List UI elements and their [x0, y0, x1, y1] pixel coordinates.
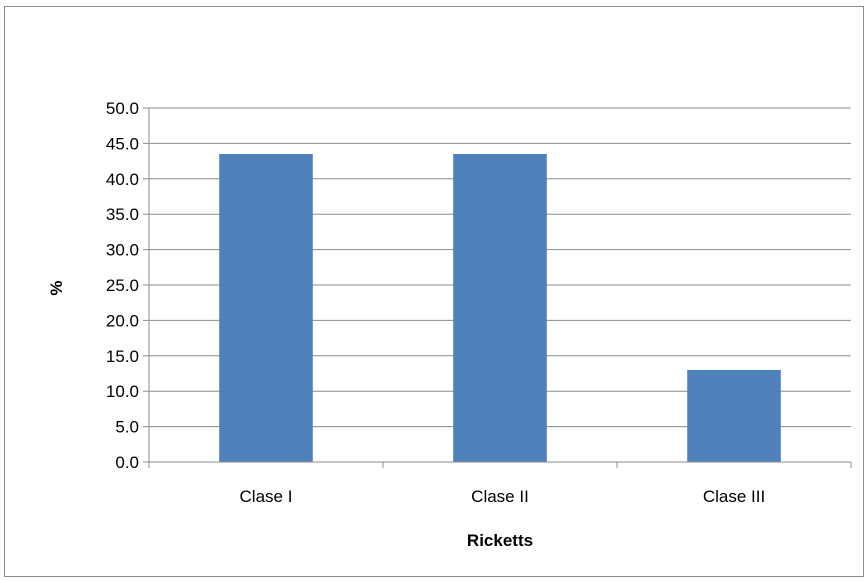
- axes: [143, 107, 852, 468]
- x-axis-title: Ricketts: [467, 531, 533, 550]
- y-tick-label: 40.0: [106, 170, 139, 189]
- chart-frame: [4, 6, 864, 577]
- bar: [219, 154, 313, 462]
- y-tick-label: 10.0: [106, 382, 139, 401]
- bar: [687, 369, 781, 462]
- y-tick-label: 5.0: [115, 418, 139, 437]
- x-tick-labels: Clase I Clase II Clase III: [240, 487, 766, 506]
- bars: [219, 154, 781, 462]
- x-tick-label: Clase III: [703, 487, 765, 506]
- bar: [453, 154, 547, 462]
- y-tick-label: 45.0: [106, 134, 139, 153]
- y-tick-label: 30.0: [106, 241, 139, 260]
- x-tick-label: Clase I: [240, 487, 293, 506]
- y-axis-title: %: [47, 280, 66, 295]
- x-tick-label: Clase II: [471, 487, 529, 506]
- y-tick-label: 15.0: [106, 347, 139, 366]
- y-tick-label: 25.0: [106, 276, 139, 295]
- y-tick-label: 0.0: [115, 453, 139, 472]
- y-tick-label: 50.0: [106, 99, 139, 118]
- y-tick-label: 20.0: [106, 311, 139, 330]
- y-tick-labels: 0.0 5.0 10.0 15.0 20.0 25.0 30.0 35.0 40.0 45.0 50…: [106, 99, 139, 472]
- y-tick-label: 35.0: [106, 205, 139, 224]
